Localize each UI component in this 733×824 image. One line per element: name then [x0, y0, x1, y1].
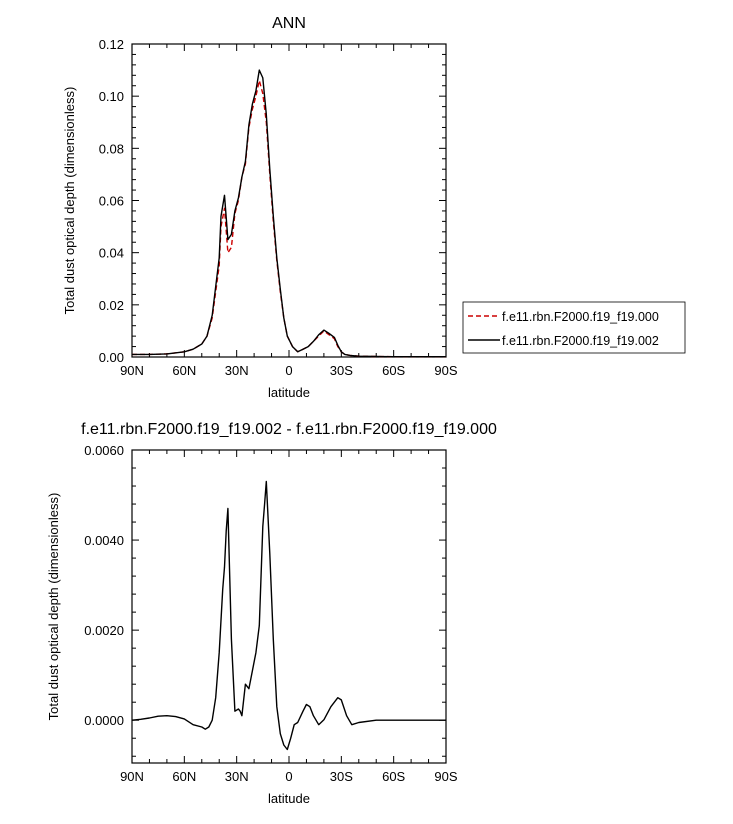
x-tick-label: 90S: [434, 363, 457, 378]
y-tick-label: 0.10: [99, 89, 124, 104]
legend-box: [462, 301, 686, 354]
plot-frame: [131, 43, 447, 358]
y-tick-label: 0.0000: [84, 713, 124, 728]
series-line-2: [132, 69, 446, 358]
y-tick-label: 0.0060: [84, 443, 124, 458]
x-tick-label: 0: [285, 363, 292, 378]
legend-label-2: f.e11.rbn.F2000.f19_f19.002: [502, 334, 659, 348]
x-tick-label: 60N: [172, 769, 196, 784]
x-axis-label: latitude: [268, 791, 310, 806]
y-tick-label: 0.02: [99, 298, 124, 313]
x-tick-label: 30S: [330, 769, 353, 784]
y-axis-label: Total dust optical depth (dimensionless): [46, 493, 61, 721]
plot-frame: [131, 449, 447, 764]
y-tick-label: 0.06: [99, 194, 124, 209]
x-tick-label: 30N: [225, 769, 249, 784]
x-tick-label: 30S: [330, 363, 353, 378]
chart-title: f.e11.rbn.F2000.f19_f19.002 - f.e11.rbn.…: [81, 421, 497, 438]
chart-title: ANN: [272, 15, 306, 32]
x-tick-label: 90S: [434, 769, 457, 784]
series-line-1: [131, 480, 446, 751]
x-tick-label: 90N: [120, 363, 144, 378]
x-axis-label: latitude: [268, 385, 310, 400]
panel-top: ANN 90N 60N 30N 0 30S 60S 90S 0.00 0.02 0.04 0.06 0.…: [62, 15, 458, 400]
y-axis-label: Total dust optical depth (dimensionless): [62, 87, 77, 315]
legend-label-1: f.e11.rbn.F2000.f19_f19.000: [502, 310, 659, 324]
y-tick-label: 0.00: [99, 350, 124, 365]
y-tick-label: 0.04: [99, 246, 124, 261]
series-line-1: [132, 79, 446, 358]
x-tick-label: 0: [285, 769, 292, 784]
x-tick-label: 90N: [120, 769, 144, 784]
legend: f.e11.rbn.F2000.f19_f19.000 f.e11.rbn.F20…: [462, 301, 686, 354]
panel-bottom: f.e11.rbn.F2000.f19_f19.002 - f.e11.rbn.…: [46, 421, 497, 806]
x-tick-label: 30N: [225, 363, 249, 378]
x-tick-label: 60N: [172, 363, 196, 378]
y-tick-label: 0.12: [99, 37, 124, 52]
x-tick-label: 60S: [382, 363, 405, 378]
y-tick-label: 0.0040: [84, 533, 124, 548]
y-tick-label: 0.0020: [84, 623, 124, 638]
y-tick-label: 0.08: [99, 141, 124, 156]
x-tick-label: 60S: [382, 769, 405, 784]
